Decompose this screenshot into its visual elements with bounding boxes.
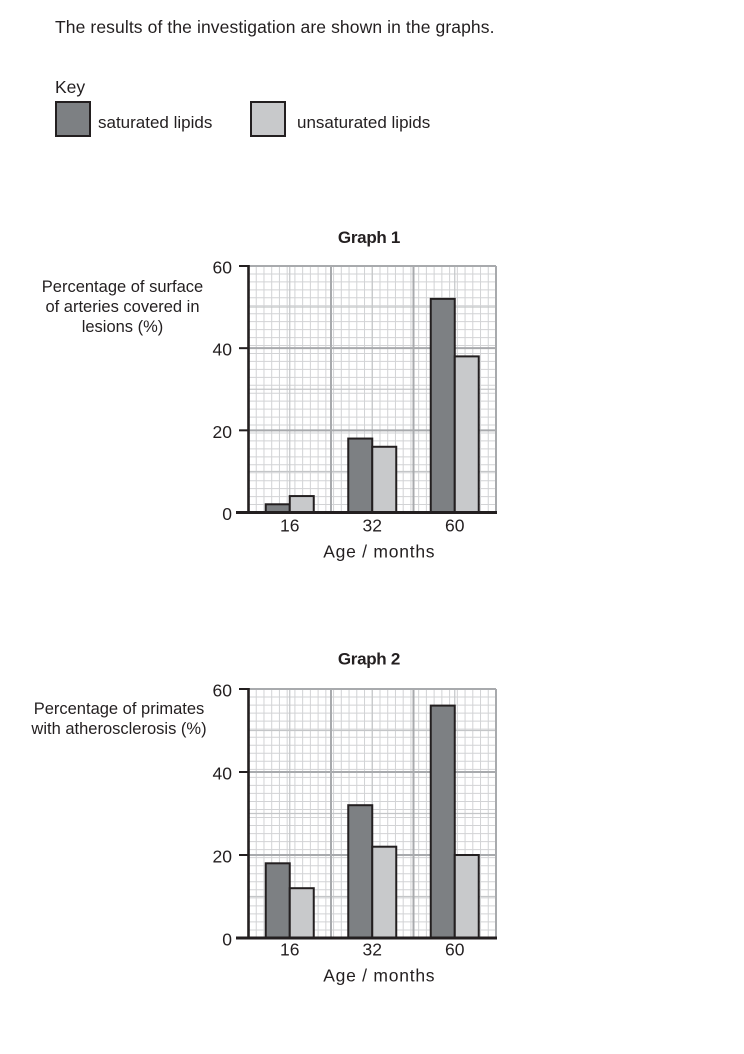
svg-text:60: 60 <box>445 940 465 960</box>
svg-text:20: 20 <box>213 847 233 867</box>
svg-text:16: 16 <box>280 940 299 960</box>
svg-text:32: 32 <box>363 516 382 536</box>
svg-text:40: 40 <box>213 340 233 360</box>
svg-text:0: 0 <box>222 504 232 524</box>
svg-text:60: 60 <box>445 516 465 536</box>
svg-text:20: 20 <box>213 422 233 442</box>
svg-text:32: 32 <box>363 940 382 960</box>
svg-text:60: 60 <box>213 258 233 278</box>
svg-text:40: 40 <box>213 764 233 784</box>
svg-text:Age / months: Age / months <box>323 542 435 562</box>
svg-text:Graph 1: Graph 1 <box>338 228 400 247</box>
svg-text:16: 16 <box>280 516 299 536</box>
svg-text:0: 0 <box>222 930 232 950</box>
svg-text:Age / months: Age / months <box>323 965 435 985</box>
svg-text:60: 60 <box>213 681 233 701</box>
svg-text:Graph 2: Graph 2 <box>338 650 400 669</box>
